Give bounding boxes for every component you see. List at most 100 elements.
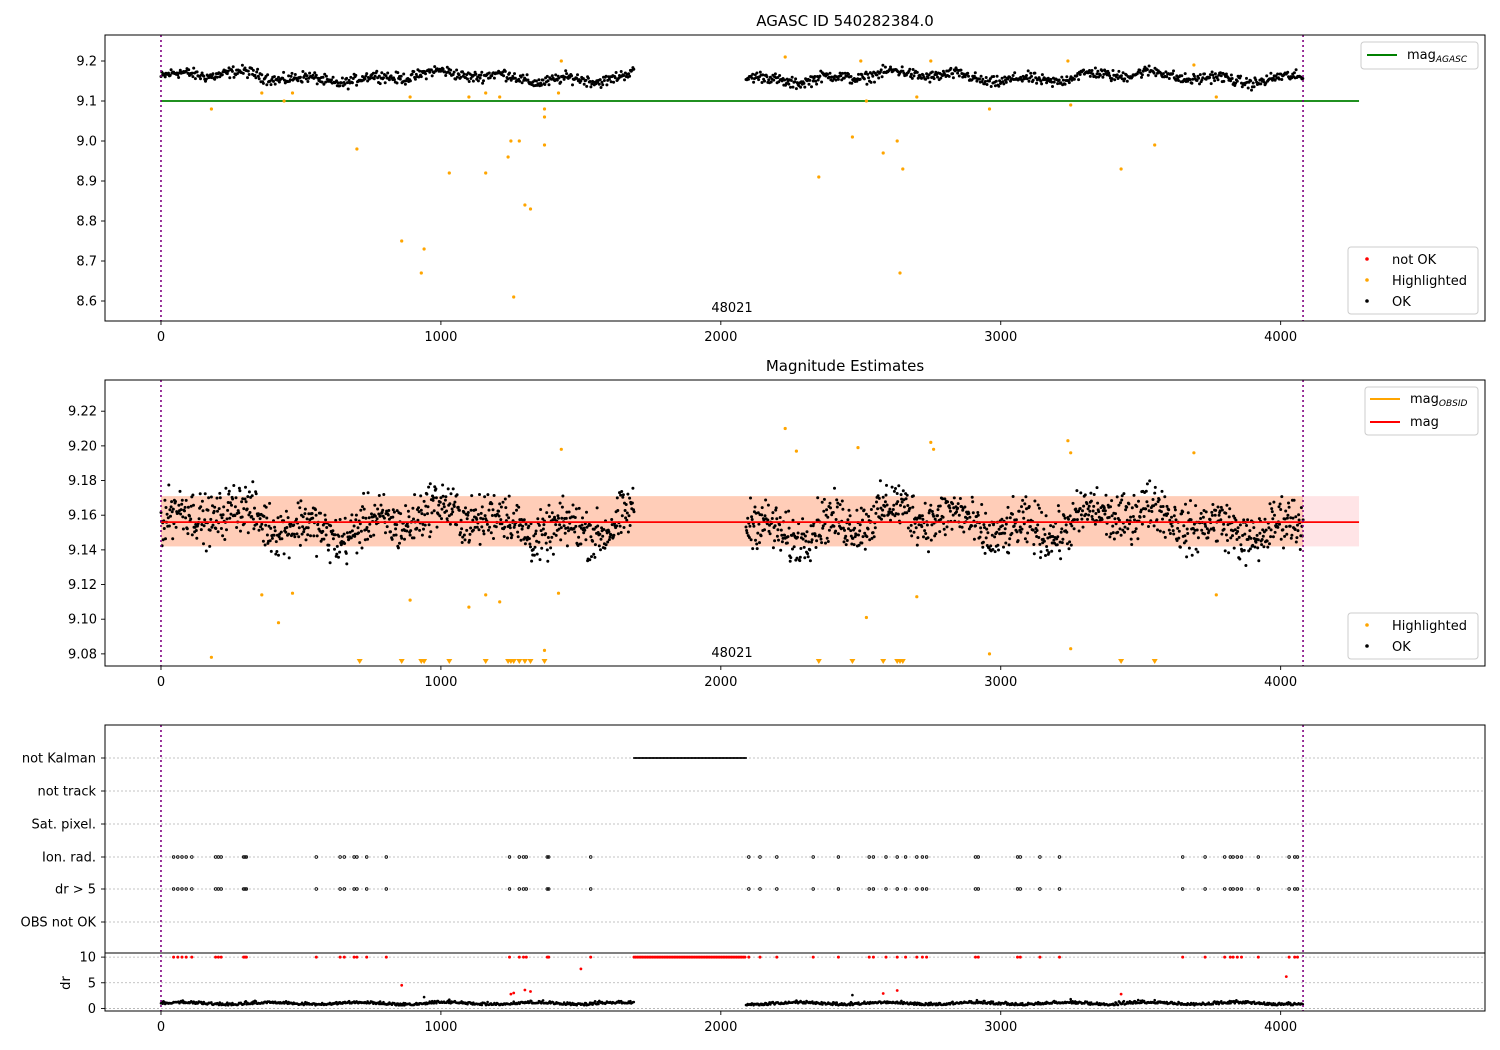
ok-point: [806, 552, 810, 556]
ok-point: [1231, 534, 1234, 538]
ok-point: [1199, 517, 1203, 520]
ok-point: [936, 75, 939, 79]
ok-point: [827, 528, 831, 532]
ok-point: [331, 537, 335, 541]
ok-point: [1166, 512, 1170, 516]
ok-point: [968, 515, 972, 519]
ok-point: [597, 82, 601, 86]
ok-point: [1186, 532, 1190, 535]
highlighted-point: [542, 648, 547, 653]
ok-point: [513, 76, 517, 80]
ok-point: [375, 69, 379, 73]
ok-point: [1077, 529, 1081, 533]
ok-point: [792, 532, 796, 536]
ok-point: [1161, 505, 1165, 508]
ok-point: [614, 71, 618, 74]
ok-point: [889, 65, 892, 69]
ok-point: [1213, 72, 1217, 76]
ok-point: [773, 72, 777, 76]
ok-point: [1204, 524, 1208, 528]
ok-point: [1140, 522, 1144, 526]
ok-point: [448, 71, 452, 75]
not-kalman-point: [701, 757, 704, 759]
ok-point: [973, 71, 977, 75]
ok-point: [310, 512, 314, 515]
chart_data.0-x-tick-label: 1000: [424, 330, 457, 345]
ok-point: [562, 524, 566, 528]
ok-point: [1282, 546, 1285, 550]
ok-point: [1203, 532, 1206, 536]
ok-point: [1070, 524, 1074, 528]
ok-point: [290, 71, 294, 75]
ok-point: [1051, 525, 1055, 529]
ok-point: [423, 513, 427, 517]
ok-point: [763, 79, 766, 83]
ok-point: [382, 493, 386, 496]
ok-point: [314, 513, 318, 517]
ok-point: [408, 533, 412, 537]
ok-point: [1060, 527, 1064, 531]
ok-point: [429, 68, 433, 72]
dr-capped-point: [1231, 955, 1235, 959]
ok-point: [852, 543, 856, 547]
ok-point: [237, 486, 241, 490]
ok-point: [516, 535, 520, 539]
not-kalman-point: [726, 757, 729, 759]
ok-point: [957, 74, 961, 78]
highlighted-point: [794, 449, 799, 453]
ok-point: [957, 513, 961, 517]
panel2-y-tick-label: 9.18: [68, 474, 97, 489]
ok-point: [300, 532, 304, 536]
ok-point: [1108, 74, 1112, 78]
ion-rad-flag: [213, 855, 218, 859]
ok-point: [1240, 549, 1244, 553]
ok-point: [480, 505, 484, 509]
ok-point: [193, 77, 197, 81]
ok-point: [261, 539, 265, 543]
ok-point: [748, 524, 752, 528]
ok-point: [1059, 81, 1063, 85]
ok-point: [1246, 518, 1250, 522]
ok-point: [492, 76, 496, 80]
ok-point: [1031, 528, 1035, 532]
not-kalman-point: [669, 757, 672, 759]
ok-point: [1213, 79, 1217, 83]
ok-point: [546, 559, 550, 563]
ok-point: [867, 514, 871, 518]
ok-point: [1269, 535, 1273, 539]
ok-point: [232, 75, 236, 79]
ok-point: [295, 532, 299, 536]
ok-point: [607, 77, 611, 81]
ok-point: [1219, 71, 1222, 75]
ok-point: [911, 494, 915, 498]
ok-point: [520, 527, 524, 531]
ok-point: [1073, 518, 1077, 522]
ok-point: [615, 524, 619, 528]
chart_data.2-x-tick-label: 0: [157, 1020, 165, 1035]
ok-point: [405, 522, 409, 526]
below-range-marker: [541, 659, 548, 664]
ok-point: [519, 538, 523, 542]
ok-point: [803, 534, 807, 538]
ok-point: [826, 73, 829, 76]
ok-point: [965, 517, 969, 520]
ok-point: [298, 543, 302, 547]
ok-point: [1202, 509, 1206, 512]
ok-point: [1248, 529, 1252, 533]
ok-point: [352, 524, 356, 528]
ok-point: [992, 75, 996, 78]
ok-point: [864, 70, 868, 74]
ok-point: [509, 536, 513, 540]
ok-point: [354, 513, 358, 517]
panel2-y-tick-label: 9.12: [68, 578, 97, 593]
ok-point: [848, 522, 852, 526]
ok-point: [880, 517, 883, 521]
ok-point: [1145, 482, 1149, 486]
ok-point: [448, 522, 452, 526]
ok-point: [1146, 73, 1150, 77]
ion-rad-flag: [338, 855, 342, 859]
ok-point: [1120, 494, 1124, 498]
ok-point: [330, 78, 333, 82]
ok-point: [824, 541, 827, 545]
dr-flag: [589, 887, 593, 891]
